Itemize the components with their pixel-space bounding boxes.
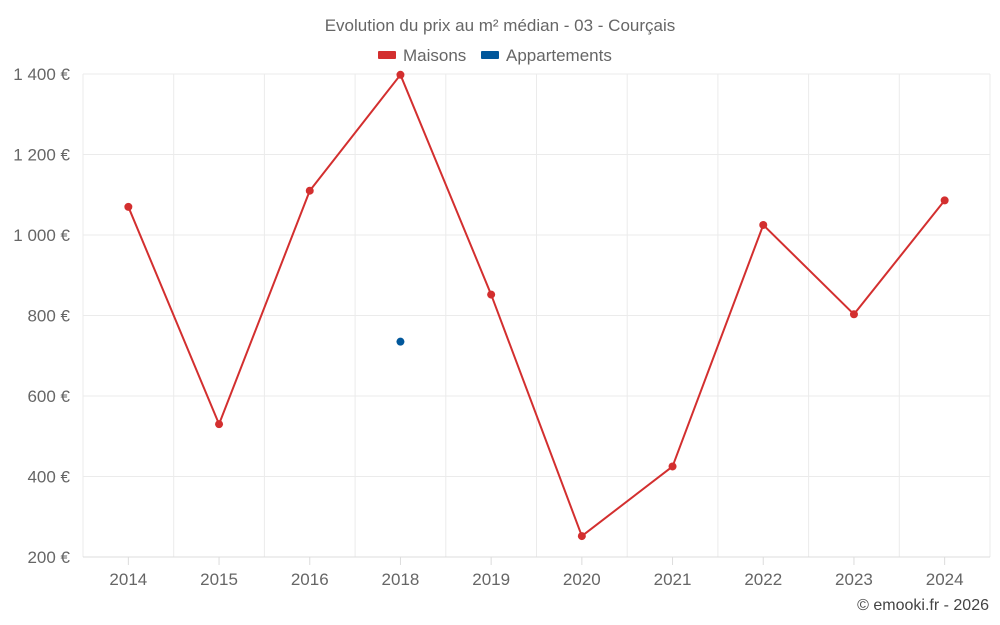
chart-credit: © emooki.fr - 2026 (857, 597, 989, 614)
data-point-maisons-2020[interactable] (577, 532, 586, 541)
y-tick-label: 1 000 € (13, 226, 70, 245)
y-tick-label: 600 € (27, 387, 70, 406)
y-tick-label: 200 € (27, 548, 70, 567)
data-point-maisons-2015[interactable] (215, 420, 224, 429)
data-point-maisons-2018[interactable] (396, 70, 405, 79)
legend-item-appartements[interactable]: Appartements (481, 46, 612, 65)
data-point-maisons-2023[interactable] (849, 310, 858, 319)
x-tick-label: 2023 (835, 570, 873, 589)
axes (83, 556, 990, 565)
y-tick-label: 800 € (27, 307, 70, 326)
x-axis-labels: 2014 2015 2016 2018 2019 2020 2021 2022 2023 2024 (109, 570, 963, 589)
series-maisons (124, 70, 949, 541)
y-tick-label: 400 € (27, 468, 70, 487)
series-line-maisons (127, 73, 946, 538)
x-tick-label: 2021 (654, 570, 692, 589)
chart-title: Evolution du prix au m² médian - 03 - Co… (325, 16, 676, 35)
x-tick-label: 2015 (200, 570, 238, 589)
data-point-maisons-2024[interactable] (940, 196, 949, 205)
data-point-maisons-2022[interactable] (759, 220, 768, 229)
y-tick-label: 1 400 € (13, 65, 70, 84)
legend: Maisons Appartements (378, 46, 612, 65)
x-tick-label: 2020 (563, 570, 601, 589)
legend-label-maisons: Maisons (403, 46, 466, 65)
legend-swatch-appartements (481, 51, 499, 59)
x-tick-label: 2022 (744, 570, 782, 589)
series-appartements (396, 337, 405, 346)
x-tick-label: 2019 (472, 570, 510, 589)
x-tick-label: 2016 (291, 570, 329, 589)
legend-item-maisons[interactable]: Maisons (378, 46, 466, 65)
grid (82, 73, 991, 557)
legend-swatch-maisons (378, 51, 396, 59)
x-tick-label: 2024 (926, 570, 964, 589)
y-axis-labels: 200 € 400 € 600 € 800 € 1 000 € 1 200 € 1 400 … (13, 65, 70, 567)
series-layer (124, 70, 949, 541)
y-tick-label: 1 200 € (13, 146, 70, 165)
data-point-maisons-2014[interactable] (124, 202, 133, 211)
data-point-maisons-2016[interactable] (305, 186, 314, 195)
legend-label-appartements: Appartements (506, 46, 612, 65)
x-tick-label: 2018 (382, 570, 420, 589)
x-tick-label: 2014 (109, 570, 147, 589)
data-point-maisons-2019[interactable] (487, 290, 496, 299)
data-point-appartements-2018[interactable] (396, 337, 405, 346)
data-point-maisons-2021[interactable] (668, 462, 677, 471)
